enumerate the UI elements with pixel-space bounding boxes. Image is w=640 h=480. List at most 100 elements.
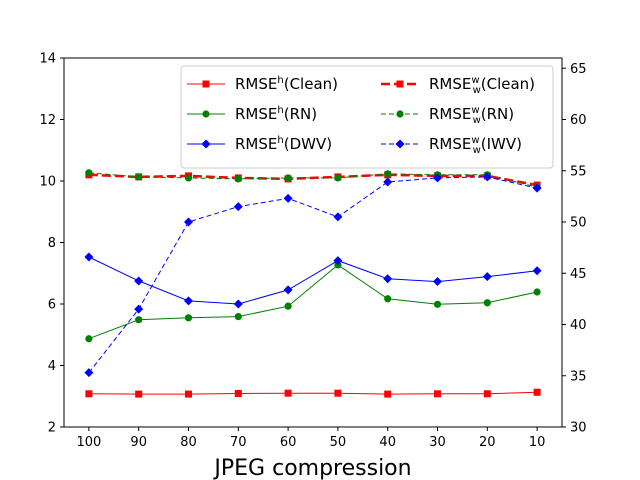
data-point-h-rn-80	[184, 314, 193, 322]
data-point-h-clean-60	[284, 389, 292, 397]
data-point-w-rn-100	[85, 169, 93, 177]
left-tick-label-6: 6	[48, 298, 56, 313]
series-line-w-iwv	[88, 176, 538, 374]
x-tick-label-20: 20	[479, 435, 496, 450]
legend-marker-h-rn	[202, 110, 210, 118]
data-point-w-iwv-50	[333, 212, 343, 222]
legend: RMSEh(Clean) RMSEh(RN) RMSEh(DWV) RMSEw w(Cl…	[180, 65, 554, 169]
left-tick-label-8: 8	[48, 236, 56, 251]
data-point-w-rn-60	[284, 174, 292, 182]
legend-label-h-dwv: RMSEh(DWV)	[235, 135, 332, 153]
right-tick-label-55: 55	[570, 164, 587, 179]
x-axis-label: JPEG compression	[212, 456, 411, 480]
data-point-w-rn-90	[135, 173, 143, 181]
data-point-h-dwv-50	[333, 256, 343, 266]
series-line-h-clean	[88, 391, 538, 395]
data-point-h-dwv-90	[134, 276, 144, 286]
series-layer	[84, 169, 542, 398]
left-tick-label-10: 10	[39, 175, 56, 190]
legend-label-h-rn: RMSEh(RN)	[235, 105, 317, 123]
legend-entry-w-clean: RMSEw w(Clean)	[381, 75, 535, 96]
data-point-h-dwv-20	[482, 272, 492, 282]
data-point-h-clean-50	[334, 389, 342, 397]
series-h-dwv	[84, 252, 542, 309]
series-w-clean	[85, 171, 541, 189]
left-tick-label-4: 4	[48, 359, 56, 374]
right-tick-label-50: 50	[570, 216, 587, 231]
data-point-h-rn-60	[284, 302, 292, 310]
data-point-h-clean-100	[85, 390, 93, 398]
series-line-w-clean	[88, 173, 538, 187]
data-point-w-iwv-90	[134, 304, 144, 314]
legend-box	[180, 65, 554, 169]
data-point-w-rn-80	[184, 174, 193, 182]
data-point-h-rn-20	[483, 299, 491, 307]
legend-marker-w-rn	[396, 110, 404, 118]
right-tick-label-30: 30	[570, 421, 587, 436]
data-point-w-iwv-70	[233, 202, 243, 212]
x-tick-label-100: 100	[76, 435, 101, 450]
data-point-h-clean-90	[135, 390, 143, 398]
data-point-h-dwv-80	[184, 296, 193, 306]
data-point-h-dwv-30	[433, 277, 442, 287]
data-point-w-rn-40	[384, 170, 392, 178]
x-tick-label-10: 10	[529, 435, 546, 450]
data-point-h-rn-70	[234, 313, 242, 321]
data-point-h-rn-100	[85, 335, 93, 343]
left-tick-label-12: 12	[39, 113, 56, 128]
data-point-h-clean-20	[483, 390, 491, 398]
x-tick-label-40: 40	[379, 435, 396, 450]
x-tick-label-60: 60	[280, 435, 297, 450]
series-line-h-dwv	[88, 256, 538, 305]
data-point-w-rn-70	[234, 175, 242, 183]
data-point-h-dwv-100	[84, 252, 94, 262]
series-w-iwv	[84, 172, 542, 378]
left-tick-label-14: 14	[39, 52, 56, 67]
legend-entry-h-dwv: RMSEh(DWV)	[187, 135, 332, 153]
data-point-h-clean-40	[384, 390, 392, 398]
legend-label-w-clean: RMSEw w(Clean)	[429, 75, 535, 96]
series-w-rn	[85, 169, 541, 191]
data-point-w-iwv-20	[482, 172, 492, 182]
data-point-h-clean-80	[185, 390, 192, 398]
series-line-w-rn	[88, 172, 538, 188]
data-point-h-dwv-60	[283, 285, 293, 295]
data-point-h-dwv-40	[383, 274, 393, 284]
left-tick-label-2: 2	[48, 421, 56, 436]
legend-entry-w-iwv: RMSEw w(IWV)	[381, 135, 522, 156]
data-point-h-dwv-10	[532, 266, 542, 276]
data-point-h-rn-90	[135, 316, 143, 324]
axes-layer: 100 90 80 70 60 50 40 30 20 10 2 4 6 8 10 12 14 30 35 40 45 5…	[39, 52, 587, 480]
data-point-w-iwv-30	[433, 173, 442, 183]
data-point-w-rn-50	[334, 174, 342, 182]
series-h-clean	[85, 388, 541, 398]
series-h-rn	[85, 261, 541, 343]
legend-entry-h-clean: RMSEh(Clean)	[187, 75, 338, 93]
x-tick-label-90: 90	[130, 435, 147, 450]
legend-marker-w-clean	[396, 80, 404, 88]
right-tick-label-45: 45	[570, 267, 587, 282]
legend-label-w-rn: RMSEw w(RN)	[429, 105, 514, 126]
data-point-h-clean-30	[434, 390, 441, 398]
legend-entry-w-rn: RMSEw w(RN)	[381, 105, 514, 126]
data-point-w-iwv-10	[532, 183, 542, 193]
data-point-h-rn-10	[533, 288, 541, 296]
x-tick-label-70: 70	[230, 435, 247, 450]
x-tick-label-30: 30	[429, 435, 446, 450]
legend-marker-w-iwv	[395, 139, 405, 149]
legend-marker-h-dwv	[201, 139, 211, 149]
x-tick-label-80: 80	[180, 435, 197, 450]
data-point-h-clean-70	[234, 389, 242, 397]
data-point-h-dwv-70	[233, 299, 243, 309]
series-line-h-rn	[88, 264, 538, 340]
data-point-w-iwv-80	[184, 217, 193, 227]
data-point-w-iwv-60	[283, 193, 293, 203]
data-point-h-rn-30	[433, 300, 442, 308]
data-point-w-iwv-40	[383, 177, 393, 187]
data-point-w-iwv-100	[84, 368, 94, 378]
legend-marker-h-clean	[202, 80, 210, 88]
data-point-h-rn-40	[384, 295, 392, 303]
right-tick-label-65: 65	[570, 62, 587, 77]
right-tick-label-60: 60	[570, 113, 587, 128]
